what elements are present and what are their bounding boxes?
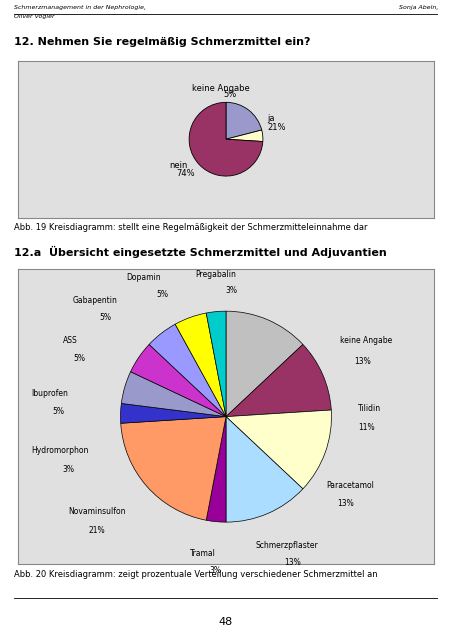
Text: Pregabalin: Pregabalin <box>194 269 235 279</box>
Text: Novaminsulfon: Novaminsulfon <box>68 507 125 516</box>
Text: 3%: 3% <box>225 285 237 294</box>
Wedge shape <box>206 311 226 417</box>
Wedge shape <box>121 372 226 417</box>
Text: 5%: 5% <box>223 90 236 99</box>
Wedge shape <box>226 417 302 522</box>
Wedge shape <box>226 410 331 489</box>
Text: Schmerzmanagement in der Nephrologie,: Schmerzmanagement in der Nephrologie, <box>14 5 145 10</box>
Text: 5%: 5% <box>52 407 64 416</box>
Text: 13%: 13% <box>354 357 371 366</box>
Wedge shape <box>189 102 262 176</box>
Text: 13%: 13% <box>336 499 353 508</box>
Wedge shape <box>120 403 226 423</box>
Text: Oliver Vogler: Oliver Vogler <box>14 13 54 19</box>
Text: Abb. 20 Kreisdiagramm: zeigt prozentuale Verteilung verschiedener Schmerzmittel : Abb. 20 Kreisdiagramm: zeigt prozentuale… <box>14 570 376 579</box>
Text: Tramal: Tramal <box>189 549 215 558</box>
Text: Schmerzpflaster: Schmerzpflaster <box>255 541 318 550</box>
Wedge shape <box>206 417 226 522</box>
Wedge shape <box>130 344 226 417</box>
Text: ASS: ASS <box>62 336 77 345</box>
Text: 12. Nehmen Sie regelmäßig Schmerzmittel ein?: 12. Nehmen Sie regelmäßig Schmerzmittel … <box>14 37 309 47</box>
Text: Sonja Abeln,: Sonja Abeln, <box>398 5 437 10</box>
Text: keine Angabe: keine Angabe <box>339 336 391 345</box>
Text: 48: 48 <box>218 616 233 627</box>
Text: keine Angabe: keine Angabe <box>191 84 249 93</box>
Text: ja: ja <box>267 115 274 124</box>
Text: 3%: 3% <box>209 566 221 575</box>
Text: Abb. 19 Kreisdiagramm: stellt eine Regelmäßigkeit der Schmerzmitteleinnahme dar: Abb. 19 Kreisdiagramm: stellt eine Regel… <box>14 223 366 232</box>
Text: 13%: 13% <box>283 557 300 566</box>
Wedge shape <box>226 130 262 141</box>
Text: 11%: 11% <box>357 422 373 432</box>
Wedge shape <box>226 102 261 139</box>
Text: 21%: 21% <box>267 123 285 132</box>
Wedge shape <box>175 313 226 417</box>
Text: Dopamin: Dopamin <box>126 273 161 282</box>
Text: Tilidin: Tilidin <box>357 404 380 413</box>
Text: 3%: 3% <box>62 465 74 474</box>
Text: Gabapentin: Gabapentin <box>73 296 118 305</box>
Wedge shape <box>226 311 302 417</box>
Text: Ibuprofen: Ibuprofen <box>31 389 68 398</box>
Text: 5%: 5% <box>73 354 85 363</box>
Text: 5%: 5% <box>99 313 111 322</box>
Text: 5%: 5% <box>156 290 168 299</box>
Wedge shape <box>120 417 226 520</box>
Text: Paracetamol: Paracetamol <box>326 481 373 490</box>
Wedge shape <box>149 324 226 417</box>
Text: nein: nein <box>169 161 187 170</box>
Text: 74%: 74% <box>176 168 194 178</box>
Text: 12.a  Übersicht eingesetzte Schmerzmittel und Adjuvantien: 12.a Übersicht eingesetzte Schmerzmittel… <box>14 246 386 258</box>
Text: Hydromorphon: Hydromorphon <box>31 446 88 455</box>
Text: 21%: 21% <box>89 526 105 535</box>
Wedge shape <box>226 344 331 417</box>
